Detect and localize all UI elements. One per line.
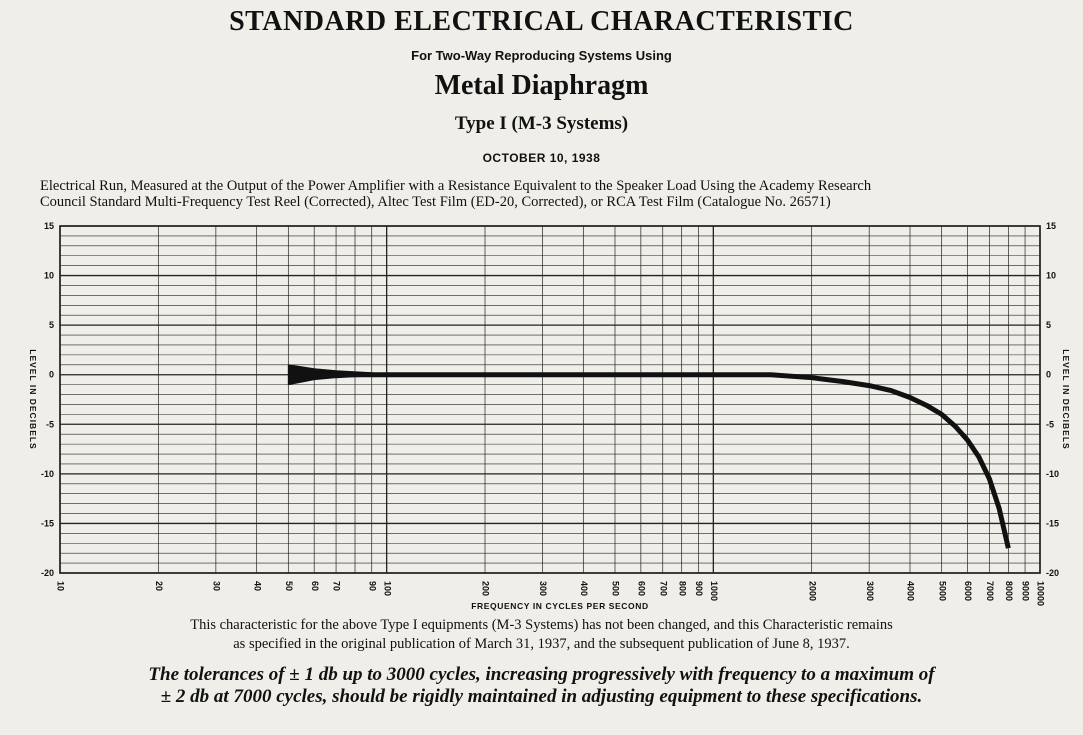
x-tick-label: 5000: [937, 581, 947, 601]
x-tick-label: 30: [211, 581, 221, 591]
tolerance-line-2: ± 2 db at 7000 cycles, should be rigidly…: [160, 686, 923, 707]
y-tick-label-left: -10: [41, 469, 54, 479]
x-tick-label: 10000: [1036, 581, 1046, 606]
y-tick-label-right: -10: [1046, 469, 1059, 479]
x-tick-label: 7000: [985, 581, 995, 601]
y-tick-label-right: 15: [1046, 221, 1056, 231]
y-tick-label-left: 10: [44, 271, 54, 281]
y-tick-label-left: 0: [49, 370, 54, 380]
y-tick-label-right: -15: [1046, 518, 1059, 528]
x-tick-label: 60: [310, 581, 320, 591]
x-tick-label: 8000: [1004, 581, 1014, 601]
characteristic-note: This characteristic for the above Type I…: [0, 616, 1083, 654]
x-tick-label: 500: [611, 581, 621, 596]
type-line: Type I (M-3 Systems): [454, 113, 629, 134]
x-tick-label: 50: [284, 581, 294, 591]
note-line-1: This characteristic for the above Type I…: [190, 617, 893, 633]
x-axis-label: FREQUENCY IN CYCLES PER SECOND: [471, 601, 648, 611]
x-tick-label: 4000: [906, 581, 916, 601]
y-tick-label-left: -15: [41, 518, 54, 528]
x-tick-label: 800: [677, 581, 687, 596]
y-axis-label-left: LEVEL IN DECIBELS: [28, 349, 38, 449]
x-tick-label: 10: [56, 581, 66, 591]
y-tick-label-left: 5: [49, 320, 54, 330]
tolerance-note: The tolerances of ± 1 db up to 3000 cycl…: [0, 664, 1083, 708]
y-tick-label-right: -20: [1046, 568, 1059, 578]
chart-title: STANDARD ELECTRICAL CHARACTERISTIC: [229, 6, 854, 37]
y-tick-label-right: -5: [1046, 419, 1054, 429]
x-tick-label: 600: [636, 581, 646, 596]
x-tick-label: 1000: [709, 581, 719, 601]
x-tick-label: 6000: [963, 581, 973, 601]
y-tick-label-right: 10: [1046, 271, 1056, 281]
x-tick-label: 40: [252, 581, 262, 591]
response-curve: [288, 372, 1011, 549]
date-line: OCTOBER 10, 1938: [482, 151, 601, 165]
description-line-1: Electrical Run, Measured at the Output o…: [40, 178, 872, 194]
x-tick-label: 90: [367, 581, 377, 591]
x-tick-label: 2000: [807, 581, 817, 601]
description: Electrical Run, Measured at the Output o…: [40, 178, 1050, 210]
plot-frame: [59, 225, 1041, 574]
chart-heading: Metal Diaphragm: [434, 70, 649, 101]
x-tick-label: 9000: [1021, 581, 1031, 601]
x-tick-label: 900: [694, 581, 704, 596]
x-tick-label: 700: [658, 581, 668, 596]
y-tick-label-left: 15: [44, 221, 54, 231]
y-tick-label-right: 5: [1046, 320, 1051, 330]
tolerance-line-1: The tolerances of ± 1 db up to 3000 cycl…: [148, 664, 935, 685]
x-tick-label: 3000: [865, 581, 875, 601]
y-tick-label-left: -20: [41, 568, 54, 578]
note-line-2: as specified in the original publication…: [233, 636, 850, 652]
x-tick-label: 100: [382, 581, 392, 596]
x-tick-label: 20: [154, 581, 164, 591]
x-tick-label: 200: [481, 581, 491, 596]
chart-subtitle: For Two-Way Reproducing Systems Using: [411, 48, 672, 63]
y-tick-label-left: -5: [46, 419, 54, 429]
x-tick-label: 300: [538, 581, 548, 596]
y-axis-label-right: LEVEL IN DECIBELS: [1061, 349, 1071, 449]
description-line-2: Council Standard Multi-Frequency Test Re…: [40, 194, 831, 210]
y-tick-label-right: 0: [1046, 370, 1051, 380]
x-tick-label: 70: [332, 581, 342, 591]
x-tick-label: 400: [579, 581, 589, 596]
